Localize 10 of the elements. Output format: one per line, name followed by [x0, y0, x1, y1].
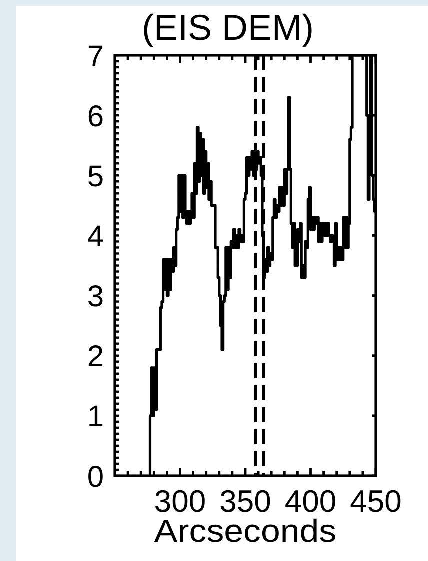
y-tick-label: 1	[87, 400, 104, 434]
y-tick-label: 4	[87, 220, 104, 254]
y-tick-label: 2	[87, 340, 104, 374]
chart-title: (EIS DEM)	[142, 7, 314, 48]
x-tick-label: 450	[350, 484, 402, 519]
y-tick-label: 6	[87, 100, 104, 134]
y-tick-label: 5	[87, 160, 104, 194]
y-tick-label: 0	[87, 460, 104, 494]
y-tick-label: 7	[87, 40, 104, 74]
y-tick-label: 3	[87, 280, 104, 314]
